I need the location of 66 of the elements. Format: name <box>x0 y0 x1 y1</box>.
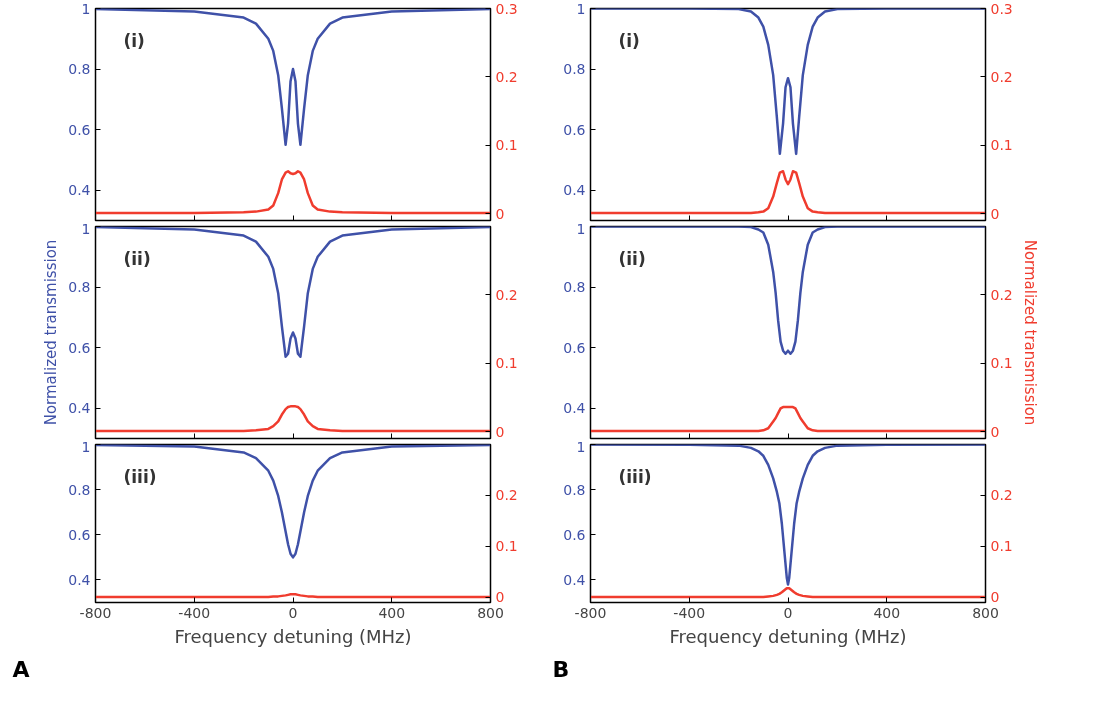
y2-tick-label: 0 <box>990 205 1000 222</box>
y-tick-label: 0.6 <box>68 526 91 543</box>
y2-tick-label: 0.3 <box>990 0 1013 17</box>
x-tick-label: 400 <box>378 604 406 621</box>
annotation: (ii) <box>123 248 151 269</box>
annotation: (iii) <box>123 466 157 487</box>
y-tick-label: 0.6 <box>563 339 586 356</box>
y2-tick-label: 0.1 <box>990 538 1013 555</box>
y-tick-label: 0.4 <box>563 400 586 417</box>
y2-tick-label: 0 <box>990 423 1000 440</box>
annotation: (i) <box>123 30 145 51</box>
y-tick-label: 0.4 <box>68 182 91 199</box>
y-tick-label: 0.6 <box>68 339 91 356</box>
y-tick-label: 1 <box>81 0 91 17</box>
x-tick-label: 800 <box>972 604 999 621</box>
y2-tick-label: 0.1 <box>495 538 518 555</box>
text: A <box>12 656 30 682</box>
y-tick-label: 0.6 <box>563 121 586 138</box>
y-tick-label: 0.8 <box>68 279 91 296</box>
annotation: (iii) <box>618 466 652 487</box>
y2-tick-label: 0.2 <box>990 286 1013 303</box>
annotation: (i) <box>618 30 640 51</box>
y2-tick-label: 0 <box>495 423 505 440</box>
y2-axis-title: Normalized transmission <box>1020 239 1039 426</box>
x-tick-label: -400 <box>673 604 706 621</box>
x-tick-label: 400 <box>873 604 901 621</box>
x-axis-title: Frequency detuning (MHz) <box>174 625 412 647</box>
annotation: (ii) <box>618 248 646 269</box>
x-axis-title: Frequency detuning (MHz) <box>669 625 907 647</box>
y2-tick-label: 0.1 <box>495 355 518 372</box>
y-tick-label: 1 <box>81 220 91 237</box>
y-tick-label: 0.8 <box>563 61 586 78</box>
y2-tick-label: 0.2 <box>495 487 518 504</box>
x-tick-label: 0 <box>288 604 298 621</box>
y-tick-label: 0.6 <box>68 121 91 138</box>
y-tick-label: 1 <box>576 438 586 455</box>
y-tick-label: 0.8 <box>563 481 586 498</box>
y-tick-label: 1 <box>81 438 91 455</box>
y2-tick-label: 0.2 <box>495 68 518 85</box>
y-tick-label: 0.6 <box>563 526 586 543</box>
y-tick-label: 0.8 <box>68 61 91 78</box>
y2-tick-label: 0.1 <box>990 355 1013 372</box>
y-tick-label: 0.8 <box>68 481 91 498</box>
y2-tick-label: 0.2 <box>990 487 1013 504</box>
y-tick-label: 0.4 <box>563 571 586 588</box>
x-tick-label: -800 <box>574 604 607 621</box>
y2-tick-label: 0 <box>495 205 505 222</box>
y2-tick-label: 0.1 <box>990 137 1013 154</box>
y2-tick-label: 0.2 <box>990 68 1013 85</box>
y-tick-label: 1 <box>576 220 586 237</box>
y2-tick-label: 0 <box>990 589 1000 606</box>
y2-tick-label: 0.1 <box>495 137 518 154</box>
y-tick-label: 0.4 <box>68 400 91 417</box>
x-tick-label: -800 <box>79 604 112 621</box>
y2-tick-label: 0 <box>495 589 505 606</box>
y2-tick-label: 0.3 <box>495 0 518 17</box>
x-tick-label: 800 <box>477 604 504 621</box>
y-axis-title: Normalized transmission <box>42 239 61 426</box>
y-tick-label: 0.4 <box>563 182 586 199</box>
y-tick-label: 0.8 <box>563 279 586 296</box>
y-tick-label: 0.4 <box>68 571 91 588</box>
x-tick-label: -400 <box>178 604 211 621</box>
text: B <box>552 656 570 682</box>
x-tick-label: 0 <box>783 604 793 621</box>
y-tick-label: 1 <box>576 0 586 17</box>
y2-tick-label: 0.2 <box>495 286 518 303</box>
